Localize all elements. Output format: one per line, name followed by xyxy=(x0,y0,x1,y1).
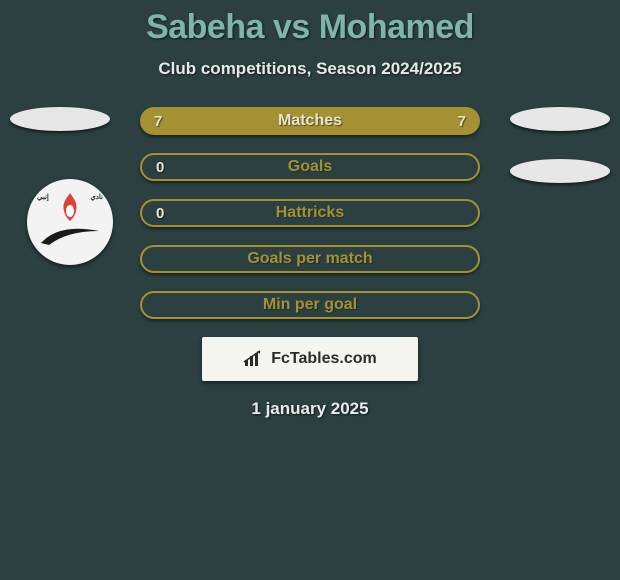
stat-label: Goals xyxy=(288,158,332,176)
stat-right-value: 7 xyxy=(458,113,466,130)
player-slot-top-right xyxy=(510,107,610,131)
brand-text: FcTables.com xyxy=(271,350,377,368)
stat-label: Goals per match xyxy=(247,250,372,268)
stat-rows: 7 Matches 7 0 Goals 0 Hattricks Goals pe… xyxy=(140,107,480,319)
footer-date: 1 january 2025 xyxy=(0,399,620,419)
club-badge: نادي إنبي xyxy=(27,179,113,265)
flame-icon xyxy=(60,193,80,223)
stat-row-goals-per-match: Goals per match xyxy=(140,245,480,273)
stat-row-hattricks: 0 Hattricks xyxy=(140,199,480,227)
badge-text-right: نادي xyxy=(90,193,103,201)
swoosh-icon xyxy=(39,225,101,247)
page-title: Sabeha vs Mohamed xyxy=(0,0,620,47)
badge-text-left: إنبي xyxy=(37,193,49,201)
stat-label: Matches xyxy=(278,112,342,130)
page-subtitle: Club competitions, Season 2024/2025 xyxy=(0,59,620,79)
brand-card: FcTables.com xyxy=(202,337,418,381)
player-slot-top-left xyxy=(10,107,110,131)
stat-row-matches: 7 Matches 7 xyxy=(140,107,480,135)
comparison-panel: نادي إنبي 7 Matches 7 0 Goals 0 Hattrick… xyxy=(0,107,620,419)
stat-left-value: 7 xyxy=(154,113,162,130)
stat-label: Hattricks xyxy=(276,204,344,222)
stat-left-value: 0 xyxy=(156,205,164,222)
player-slot-bottom-right xyxy=(510,159,610,183)
bar-chart-icon xyxy=(243,350,265,368)
stat-row-goals: 0 Goals xyxy=(140,153,480,181)
stat-left-value: 0 xyxy=(156,159,164,176)
stat-row-min-per-goal: Min per goal xyxy=(140,291,480,319)
stat-label: Min per goal xyxy=(263,296,357,314)
